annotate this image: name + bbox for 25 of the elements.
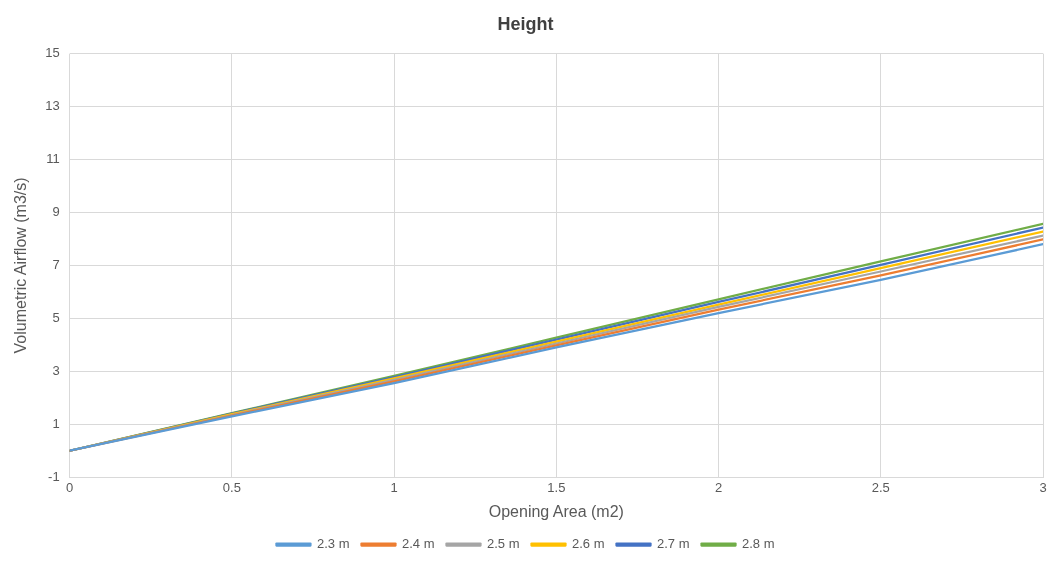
- chart-title: Height: [497, 13, 554, 34]
- x-tick-label: 2: [714, 479, 723, 495]
- y-tick-label: 3: [52, 362, 60, 378]
- legend-label: 2.7 m: [657, 536, 690, 552]
- x-tick-label: 1.5: [547, 479, 566, 495]
- legend-label: 2.6 m: [572, 536, 605, 552]
- y-axis-title: Volumetric Airflow (m3/s): [12, 177, 30, 354]
- y-tick-label: 7: [52, 256, 60, 272]
- legend-label: 2.8 m: [742, 536, 775, 552]
- legend-label: 2.4 m: [401, 536, 435, 552]
- x-tick-label: 0.5: [222, 479, 241, 495]
- x-tick-label: 0: [66, 479, 74, 495]
- y-tick-label: 1: [52, 415, 60, 431]
- legend-label: 2.5 m: [486, 536, 520, 552]
- x-tick-label: 3: [1039, 479, 1047, 495]
- y-tick-label: 13: [45, 98, 60, 114]
- y-tick-label: 9: [52, 204, 60, 220]
- y-tick-label: 5: [52, 309, 60, 325]
- legend-label: 2.3 m: [316, 536, 350, 552]
- x-tick-label: 1: [390, 479, 398, 495]
- y-tick-label: 11: [46, 151, 60, 167]
- x-axis-title: Opening Area (m2): [488, 502, 624, 520]
- x-tick-label: 2.5: [871, 479, 890, 495]
- y-tick-label: -1: [48, 468, 60, 484]
- y-tick-label: 15: [45, 45, 60, 61]
